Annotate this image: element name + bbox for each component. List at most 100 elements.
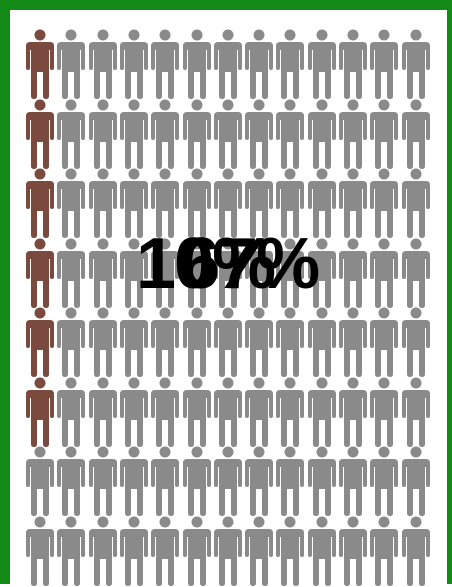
person-icon xyxy=(306,237,338,309)
person-icon xyxy=(87,515,119,587)
person-icon xyxy=(55,167,87,239)
person-icon xyxy=(181,167,213,239)
person-icon xyxy=(368,98,400,170)
person-icon xyxy=(400,167,432,239)
person-icon-highlighted xyxy=(24,167,56,239)
person-icon xyxy=(400,445,432,517)
person-icon xyxy=(118,306,150,378)
person-icon xyxy=(274,167,306,239)
person-icon xyxy=(87,445,119,517)
person-icon xyxy=(212,28,244,100)
person-icon xyxy=(87,237,119,309)
person-icon xyxy=(55,306,87,378)
person-icon xyxy=(400,237,432,309)
person-icon xyxy=(306,98,338,170)
person-icon xyxy=(212,306,244,378)
person-icon xyxy=(149,376,181,448)
person-icon xyxy=(212,376,244,448)
person-icon xyxy=(149,167,181,239)
person-icon xyxy=(337,28,369,100)
person-icon xyxy=(149,306,181,378)
person-icon xyxy=(118,376,150,448)
person-icon xyxy=(306,28,338,100)
person-icon xyxy=(400,515,432,587)
person-icon xyxy=(274,306,306,378)
person-icon-highlighted xyxy=(24,237,56,309)
person-icon xyxy=(149,98,181,170)
person-icon xyxy=(181,445,213,517)
person-icon xyxy=(24,515,56,587)
person-icon xyxy=(212,167,244,239)
person-icon xyxy=(212,237,244,309)
person-icon xyxy=(55,515,87,587)
person-icon xyxy=(212,445,244,517)
person-icon xyxy=(55,28,87,100)
person-icon xyxy=(118,445,150,517)
person-icon-highlighted xyxy=(24,98,56,170)
person-icon xyxy=(274,98,306,170)
person-icon xyxy=(118,237,150,309)
person-icon xyxy=(368,306,400,378)
person-icon xyxy=(337,167,369,239)
person-icon xyxy=(118,167,150,239)
person-icon xyxy=(243,167,275,239)
person-icon-highlighted xyxy=(24,28,56,100)
person-icon xyxy=(274,237,306,309)
person-icon xyxy=(368,167,400,239)
person-icon xyxy=(181,237,213,309)
person-icon xyxy=(368,376,400,448)
person-icon xyxy=(212,515,244,587)
person-icon xyxy=(181,306,213,378)
person-icon xyxy=(337,376,369,448)
person-icon xyxy=(337,237,369,309)
person-icon xyxy=(400,376,432,448)
person-icon xyxy=(87,28,119,100)
person-icon-highlighted xyxy=(24,306,56,378)
person-icon xyxy=(118,515,150,587)
person-icon xyxy=(243,445,275,517)
person-icon xyxy=(274,515,306,587)
person-icon xyxy=(55,376,87,448)
person-icon xyxy=(149,237,181,309)
person-icon xyxy=(55,237,87,309)
person-icon xyxy=(274,376,306,448)
person-icon xyxy=(368,515,400,587)
person-icon xyxy=(306,306,338,378)
person-icon xyxy=(87,98,119,170)
person-icon xyxy=(306,515,338,587)
person-icon xyxy=(118,28,150,100)
person-icon xyxy=(306,167,338,239)
person-icon xyxy=(243,515,275,587)
person-icon xyxy=(243,376,275,448)
person-icon xyxy=(118,98,150,170)
person-icon xyxy=(400,306,432,378)
person-icon xyxy=(400,98,432,170)
person-icon xyxy=(274,28,306,100)
person-icon xyxy=(55,98,87,170)
person-icon xyxy=(337,445,369,517)
person-icon xyxy=(337,515,369,587)
person-icon-highlighted xyxy=(24,376,56,448)
person-icon xyxy=(400,28,432,100)
person-icon xyxy=(149,445,181,517)
person-icon xyxy=(368,237,400,309)
person-icon xyxy=(274,445,306,517)
person-icon xyxy=(87,306,119,378)
person-icon xyxy=(306,445,338,517)
person-icon xyxy=(181,515,213,587)
person-icon xyxy=(24,445,56,517)
person-icon xyxy=(243,306,275,378)
person-icon xyxy=(243,237,275,309)
person-icon xyxy=(368,445,400,517)
person-icon xyxy=(243,98,275,170)
person-icon xyxy=(55,445,87,517)
person-icon xyxy=(149,515,181,587)
person-icon xyxy=(337,306,369,378)
person-icon xyxy=(149,28,181,100)
person-icon xyxy=(212,98,244,170)
person-icon xyxy=(306,376,338,448)
person-icon xyxy=(181,376,213,448)
person-icon xyxy=(87,376,119,448)
person-icon xyxy=(181,98,213,170)
